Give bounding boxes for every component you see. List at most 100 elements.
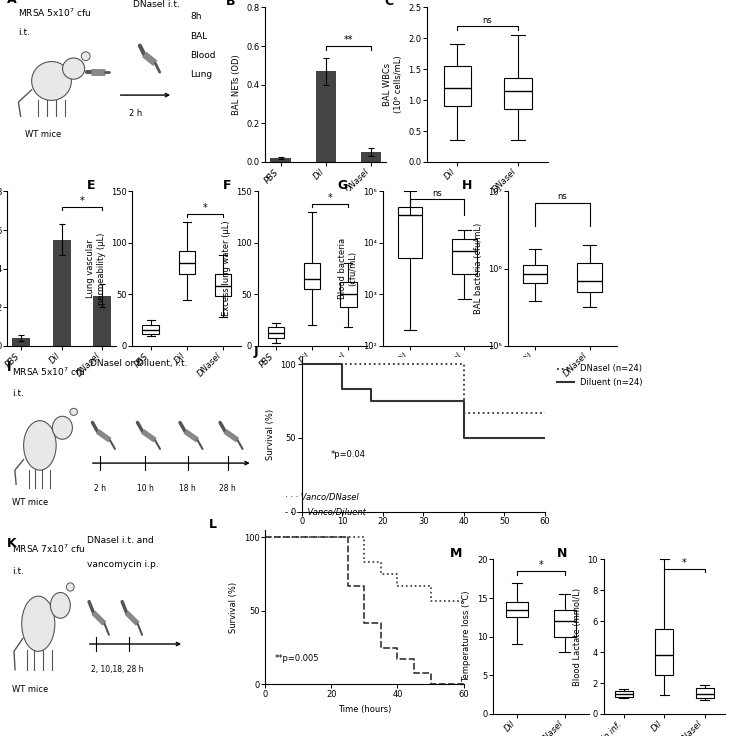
Diluent (n=24): [297, 360, 306, 369]
X-axis label: Time (hours): Time (hours): [397, 531, 450, 541]
PathPatch shape: [577, 263, 602, 292]
Diluent (n=24): [459, 434, 468, 442]
Text: L: L: [209, 517, 217, 531]
PathPatch shape: [504, 79, 531, 110]
Bar: [316, 71, 336, 162]
Text: MRSA 5x10$^7$ cfu: MRSA 5x10$^7$ cfu: [18, 7, 92, 19]
PathPatch shape: [655, 629, 673, 676]
Text: *: *: [202, 203, 208, 213]
Text: H: H: [462, 179, 473, 192]
Ellipse shape: [70, 408, 77, 415]
Text: DNasel or Diluent, i.t.: DNasel or Diluent, i.t.: [90, 359, 188, 368]
Text: E: E: [87, 179, 95, 192]
Y-axis label: BAL NETs (OD): BAL NETs (OD): [232, 54, 241, 115]
Text: *p=0.04: *p=0.04: [331, 450, 366, 459]
Text: MRSA 7x10$^7$ cfu: MRSA 7x10$^7$ cfu: [12, 543, 85, 555]
Text: 2 h: 2 h: [94, 484, 106, 493]
Bar: [361, 152, 381, 162]
Text: DNasel i.t.: DNasel i.t.: [133, 0, 180, 9]
Y-axis label: Survival (%): Survival (%): [266, 408, 275, 460]
PathPatch shape: [615, 690, 633, 697]
Text: - - - - Vanco/Diluent: - - - - Vanco/Diluent: [285, 507, 366, 517]
Text: i.t.: i.t.: [18, 28, 30, 37]
DNasel (n=24): [459, 360, 468, 369]
DNasel (n=24): [338, 360, 347, 369]
Text: ns: ns: [432, 189, 442, 198]
PathPatch shape: [143, 325, 159, 333]
Text: C: C: [384, 0, 394, 8]
Text: 28 h: 28 h: [219, 484, 236, 493]
Text: i.t.: i.t.: [12, 567, 24, 576]
Text: Blood: Blood: [191, 51, 216, 60]
Text: *: *: [682, 558, 687, 568]
Text: J: J: [253, 344, 258, 358]
X-axis label: Time (hours): Time (hours): [338, 704, 391, 714]
Y-axis label: BAL WBCs
(10⁶ cells/mL): BAL WBCs (10⁶ cells/mL): [383, 56, 403, 113]
Line: Diluent (n=24): Diluent (n=24): [302, 364, 545, 438]
DNasel (n=24): [459, 360, 468, 369]
Text: · · · Vanco/DNasel: · · · Vanco/DNasel: [285, 492, 358, 501]
PathPatch shape: [523, 266, 548, 283]
PathPatch shape: [444, 66, 471, 106]
Ellipse shape: [81, 52, 90, 60]
Text: WT mice: WT mice: [25, 130, 61, 140]
Bar: [93, 296, 111, 346]
Bar: [270, 158, 291, 162]
Text: I: I: [7, 361, 12, 374]
Diluent (n=24): [378, 397, 387, 406]
PathPatch shape: [215, 274, 231, 297]
PathPatch shape: [554, 609, 576, 637]
Ellipse shape: [52, 417, 72, 439]
Text: i.t.: i.t.: [13, 389, 24, 398]
Text: 10 h: 10 h: [137, 484, 153, 493]
Text: BAL: BAL: [191, 32, 208, 40]
Text: 2 h: 2 h: [129, 109, 142, 118]
Text: B: B: [226, 0, 236, 8]
Y-axis label: Lung vascular
permeability (μL): Lung vascular permeability (μL): [86, 233, 106, 305]
Diluent (n=24): [367, 385, 375, 394]
Text: N: N: [557, 547, 567, 560]
Text: 8h: 8h: [191, 12, 202, 21]
Ellipse shape: [22, 596, 54, 651]
Text: F: F: [223, 179, 231, 192]
Text: WT mice: WT mice: [12, 684, 48, 694]
Diluent (n=24): [378, 397, 387, 406]
Diluent (n=24): [367, 397, 375, 406]
Text: MRSA 5x10$^7$ cfu: MRSA 5x10$^7$ cfu: [13, 366, 86, 378]
Text: **p=0.005: **p=0.005: [275, 654, 319, 663]
PathPatch shape: [506, 602, 528, 618]
Text: ns: ns: [483, 16, 492, 25]
Y-axis label: Blood bacteria
(cfu/mL): Blood bacteria (cfu/mL): [339, 238, 358, 300]
PathPatch shape: [304, 263, 320, 289]
Diluent (n=24): [459, 397, 468, 406]
Ellipse shape: [32, 62, 71, 100]
Text: 2, 10,18, 28 h: 2, 10,18, 28 h: [91, 665, 144, 673]
Text: M: M: [450, 547, 462, 560]
Text: K: K: [7, 537, 17, 551]
PathPatch shape: [397, 207, 422, 258]
Diluent (n=24): [338, 360, 347, 369]
Bar: [53, 240, 71, 346]
DNasel (n=24): [338, 360, 347, 369]
DNasel (n=24): [540, 408, 549, 417]
Text: *: *: [539, 560, 543, 570]
Text: vancomycin i.p.: vancomycin i.p.: [87, 559, 158, 569]
Ellipse shape: [24, 421, 56, 470]
Text: Lung: Lung: [191, 71, 213, 79]
Text: DNasel i.t. and: DNasel i.t. and: [87, 536, 154, 545]
DNasel (n=24): [297, 360, 306, 369]
Bar: [13, 338, 30, 346]
Text: **: **: [344, 35, 353, 45]
PathPatch shape: [268, 328, 284, 338]
PathPatch shape: [179, 251, 195, 274]
Legend: DNasel (n=24), Diluent (n=24): DNasel (n=24), Diluent (n=24): [553, 361, 646, 390]
DNasel (n=24): [464, 408, 473, 417]
Text: A: A: [7, 0, 17, 6]
Text: 18 h: 18 h: [179, 484, 196, 493]
Ellipse shape: [63, 58, 85, 79]
PathPatch shape: [696, 687, 714, 698]
PathPatch shape: [452, 238, 477, 274]
Text: ns: ns: [557, 192, 567, 202]
Y-axis label: Excess lung water (μL): Excess lung water (μL): [222, 221, 231, 316]
Text: WT mice: WT mice: [13, 498, 49, 508]
